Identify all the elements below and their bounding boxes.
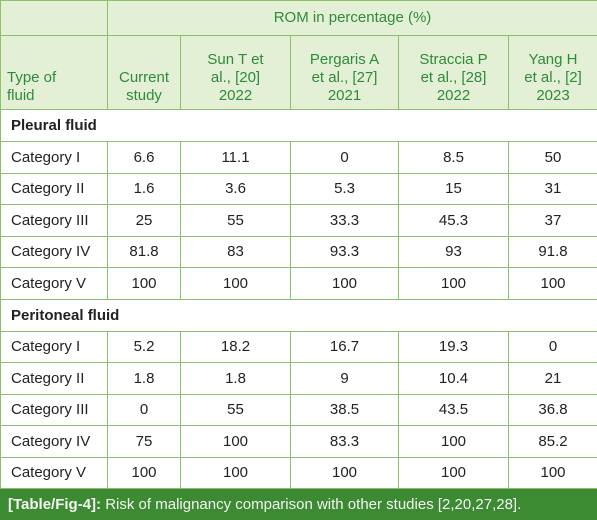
cell-value: 10.4 bbox=[399, 363, 509, 395]
cell-value: 1.8 bbox=[108, 363, 181, 395]
cell-value: 100 bbox=[399, 457, 509, 489]
column-header: Straccia P et al., [28] 2022 bbox=[399, 36, 509, 110]
cell-value: 83 bbox=[181, 236, 291, 268]
section-row: Peritoneal fluid bbox=[1, 299, 597, 331]
cell-value: 100 bbox=[399, 426, 509, 458]
cell-value: 37 bbox=[509, 205, 597, 237]
row-label: Category III bbox=[1, 394, 108, 426]
group-header: ROM in percentage (%) bbox=[108, 1, 597, 36]
cell-value: 100 bbox=[291, 268, 399, 300]
caption-label: [Table/Fig-4]: bbox=[8, 496, 101, 513]
cell-value: 1.8 bbox=[181, 363, 291, 395]
cell-value: 6.6 bbox=[108, 142, 181, 174]
section-title: Pleural fluid bbox=[1, 110, 597, 142]
cell-value: 43.5 bbox=[399, 394, 509, 426]
cell-value: 25 bbox=[108, 205, 181, 237]
column-header: Type of fluid bbox=[1, 36, 108, 110]
cell-value: 100 bbox=[181, 268, 291, 300]
cell-value: 1.6 bbox=[108, 173, 181, 205]
cell-value: 8.5 bbox=[399, 142, 509, 174]
cell-value: 91.8 bbox=[509, 236, 597, 268]
cell-value: 3.6 bbox=[181, 173, 291, 205]
cell-value: 85.2 bbox=[509, 426, 597, 458]
row-label: Category IV bbox=[1, 236, 108, 268]
cell-value: 0 bbox=[108, 394, 181, 426]
cell-value: 100 bbox=[399, 268, 509, 300]
cell-value: 100 bbox=[181, 426, 291, 458]
cell-value: 100 bbox=[509, 457, 597, 489]
cell-value: 75 bbox=[108, 426, 181, 458]
cell-value: 0 bbox=[509, 331, 597, 363]
cell-value: 93 bbox=[399, 236, 509, 268]
cell-value: 11.1 bbox=[181, 142, 291, 174]
column-header: Sun T et al., [20] 2022 bbox=[181, 36, 291, 110]
row-label: Category III bbox=[1, 205, 108, 237]
cell-value: 21 bbox=[509, 363, 597, 395]
cell-value: 93.3 bbox=[291, 236, 399, 268]
cell-value: 55 bbox=[181, 394, 291, 426]
cell-value: 100 bbox=[181, 457, 291, 489]
column-header: Current study bbox=[108, 36, 181, 110]
row-label: Category V bbox=[1, 457, 108, 489]
row-label: Category I bbox=[1, 331, 108, 363]
cell-value: 5.2 bbox=[108, 331, 181, 363]
cell-value: 100 bbox=[509, 268, 597, 300]
cell-value: 100 bbox=[108, 457, 181, 489]
caption-text: Risk of malignancy comparison with other… bbox=[105, 496, 521, 513]
cell-value: 45.3 bbox=[399, 205, 509, 237]
cell-value: 38.5 bbox=[291, 394, 399, 426]
cell-value: 55 bbox=[181, 205, 291, 237]
row-label: Category V bbox=[1, 268, 108, 300]
column-header: Pergaris A et al., [27] 2021 bbox=[291, 36, 399, 110]
cell-value: 31 bbox=[509, 173, 597, 205]
row-label: Category I bbox=[1, 142, 108, 174]
column-header: Yang H et al., [2] 2023 bbox=[509, 36, 597, 110]
cell-value: 19.3 bbox=[399, 331, 509, 363]
cell-value: 16.7 bbox=[291, 331, 399, 363]
cell-value: 83.3 bbox=[291, 426, 399, 458]
header-cell bbox=[1, 1, 108, 36]
caption: [Table/Fig-4]: Risk of malignancy compar… bbox=[0, 489, 597, 520]
cell-value: 36.8 bbox=[509, 394, 597, 426]
section-title: Peritoneal fluid bbox=[1, 299, 597, 331]
header-row: ROM in percentage (%) bbox=[1, 1, 597, 36]
cell-value: 33.3 bbox=[291, 205, 399, 237]
cell-value: 5.3 bbox=[291, 173, 399, 205]
cell-value: 50 bbox=[509, 142, 597, 174]
row-label: Category IV bbox=[1, 426, 108, 458]
cell-value: 18.2 bbox=[181, 331, 291, 363]
row-label: Category II bbox=[1, 363, 108, 395]
cell-value: 100 bbox=[291, 457, 399, 489]
cell-value: 100 bbox=[108, 268, 181, 300]
cell-value: 0 bbox=[291, 142, 399, 174]
section-row: Pleural fluid bbox=[1, 110, 597, 142]
cell-value: 81.8 bbox=[108, 236, 181, 268]
cell-value: 15 bbox=[399, 173, 509, 205]
row-label: Category II bbox=[1, 173, 108, 205]
cell-value: 9 bbox=[291, 363, 399, 395]
